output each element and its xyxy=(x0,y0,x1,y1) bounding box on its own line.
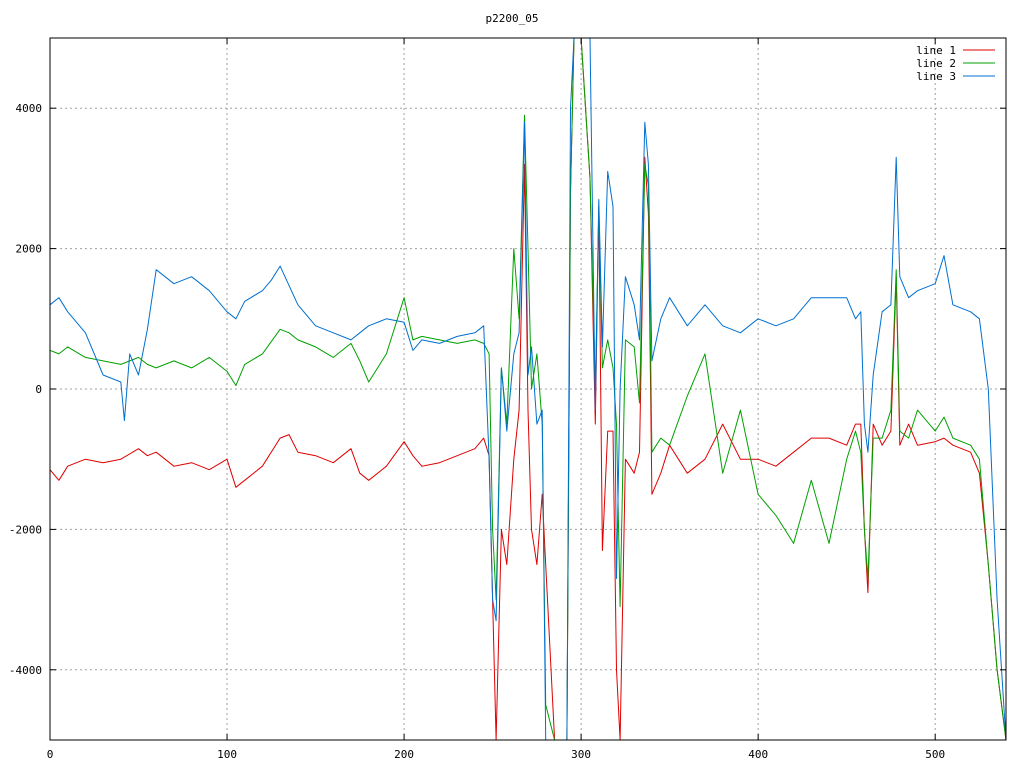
legend-label: line 2 xyxy=(916,57,956,70)
x-tick-label: 0 xyxy=(47,748,54,761)
series-group xyxy=(50,38,1006,740)
legend-label: line 1 xyxy=(916,44,956,57)
y-tick-label: -4000 xyxy=(9,664,42,677)
x-tick-label: 400 xyxy=(748,748,768,761)
legend-label: line 3 xyxy=(916,70,956,83)
y-tick-label: 4000 xyxy=(16,102,43,115)
chart-title: p2200_05 xyxy=(486,12,539,25)
x-tick-label: 200 xyxy=(394,748,414,761)
series-line-3 xyxy=(50,38,1006,740)
axis-ticks: 0 100 200 300 400 500 -4000 -2000 0 2000 4000 xyxy=(9,38,1006,761)
y-tick-label: -2000 xyxy=(9,523,42,536)
grid xyxy=(50,38,1006,740)
x-tick-label: 100 xyxy=(217,748,237,761)
x-tick-label: 300 xyxy=(571,748,591,761)
y-tick-label: 0 xyxy=(35,383,42,396)
x-tick-label: 500 xyxy=(925,748,945,761)
series-line-1 xyxy=(50,38,1006,740)
y-tick-label: 2000 xyxy=(16,243,43,256)
